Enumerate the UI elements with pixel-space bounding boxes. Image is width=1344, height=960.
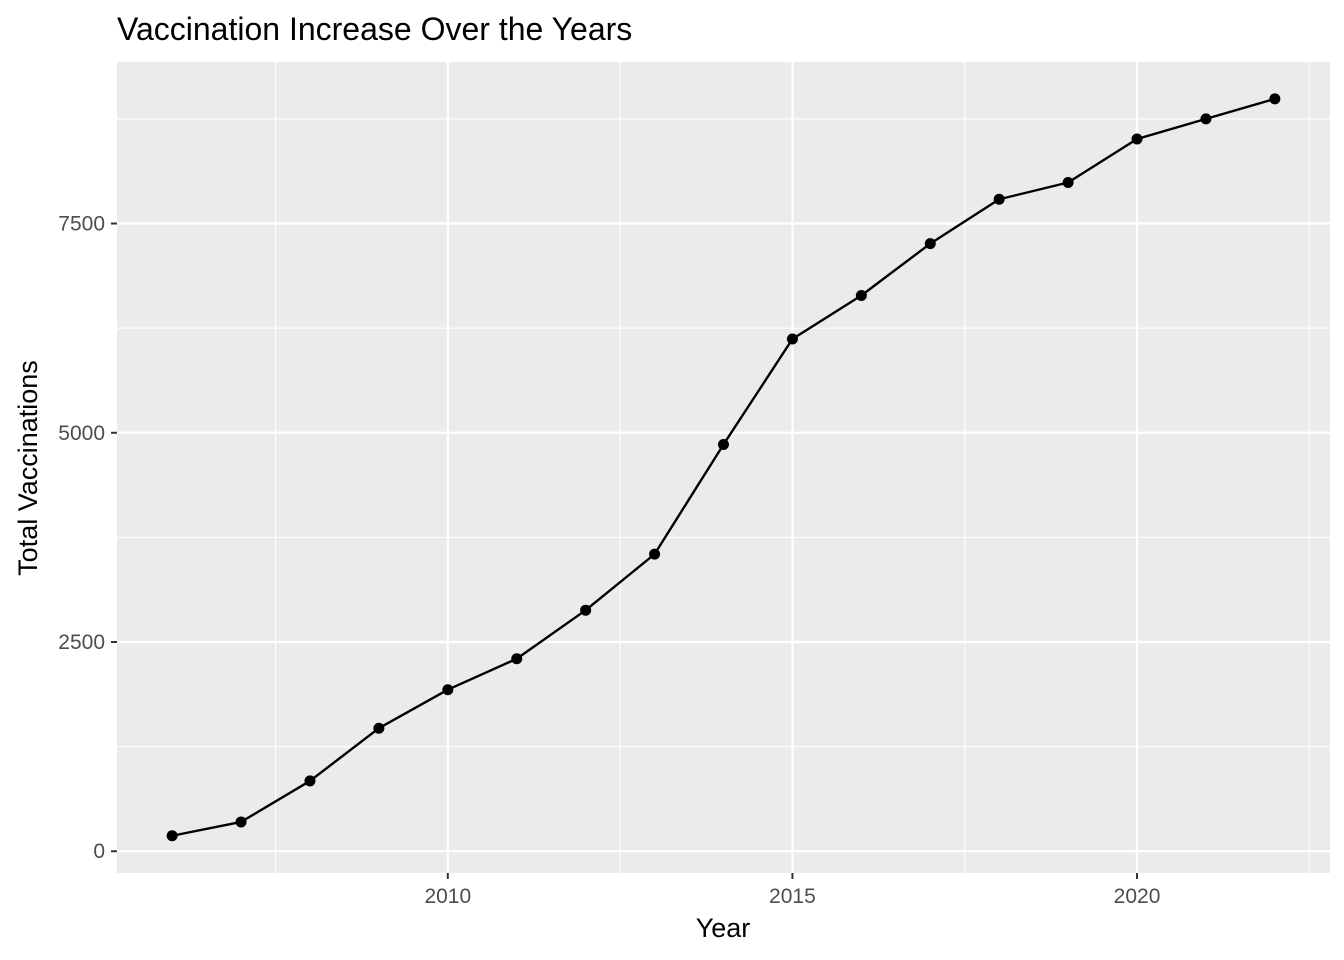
y-tick-label: 7500 [58,213,105,236]
x-tick-label: 2015 [769,885,816,908]
data-point [855,290,867,302]
data-point [373,722,385,734]
series-vaccinations [166,93,1281,842]
major-gridlines [117,62,1330,873]
y-axis: 0 2500 5000 7500 [58,213,117,863]
data-point [304,775,316,787]
data-point [580,604,592,616]
x-tick-label: 2010 [424,885,471,908]
data-point [1269,93,1281,105]
y-tick-label: 2500 [58,631,105,654]
data-point [235,816,247,828]
data-point [1131,133,1143,145]
data-point [993,193,1005,205]
data-point [1062,177,1074,189]
plot-panel [117,62,1330,873]
chart-title: Vaccination Increase Over the Years [117,11,632,47]
data-point [924,238,936,250]
data-point [1200,113,1212,125]
data-point [718,438,729,450]
y-axis-title: Total Vaccinations [13,360,43,576]
y-tick-label: 0 [93,840,105,863]
data-point [649,548,661,560]
data-point [442,684,454,696]
x-tick-label: 2020 [1114,885,1161,908]
data-point [511,653,523,665]
data-point [166,830,178,842]
x-axis-title: Year [696,913,751,943]
minor-gridlines [117,62,1330,873]
y-tick-label: 5000 [58,422,105,445]
x-axis: 2010 2015 2020 [424,873,1160,908]
data-point [786,333,798,345]
